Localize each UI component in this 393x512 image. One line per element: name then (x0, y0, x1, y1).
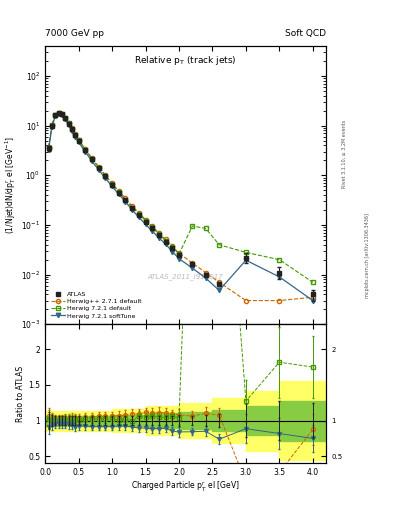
X-axis label: Charged Particle p$^{r}_{T}$ el [GeV]: Charged Particle p$^{r}_{T}$ el [GeV] (131, 480, 240, 494)
Text: mcplots.cern.ch [arXiv:1306.3436]: mcplots.cern.ch [arXiv:1306.3436] (365, 214, 370, 298)
Text: Soft QCD: Soft QCD (285, 29, 326, 38)
Y-axis label: (1/Njet)dN/dp$^{r}_{T}$ el [GeV$^{-1}$]: (1/Njet)dN/dp$^{r}_{T}$ el [GeV$^{-1}$] (4, 136, 18, 234)
Text: Relative $\mathregular{p_T}$ (track jets): Relative $\mathregular{p_T}$ (track jets… (134, 54, 237, 68)
Text: Rivet 3.1.10, ≥ 3.2M events: Rivet 3.1.10, ≥ 3.2M events (342, 119, 346, 188)
Text: 7000 GeV pp: 7000 GeV pp (45, 29, 104, 38)
Legend: ATLAS, Herwig++ 2.7.1 default, Herwig 7.2.1 default, Herwig 7.2.1 softTune: ATLAS, Herwig++ 2.7.1 default, Herwig 7.… (48, 289, 144, 321)
Text: ATLAS_2011_I919017: ATLAS_2011_I919017 (148, 273, 224, 281)
Y-axis label: Ratio to ATLAS: Ratio to ATLAS (17, 366, 26, 422)
